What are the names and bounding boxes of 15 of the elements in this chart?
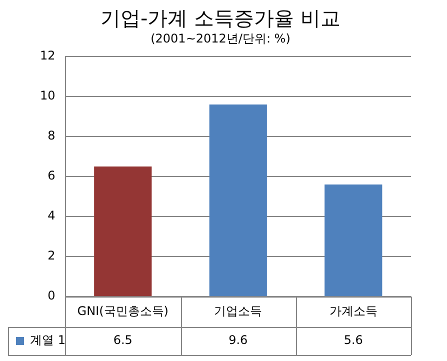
x-tick-label: GNI(국민총소득) xyxy=(77,304,168,318)
y-tick-label: 2 xyxy=(48,248,56,263)
bar xyxy=(94,166,152,296)
chart-subtitle: (2001~2012년/단위: %) xyxy=(150,31,290,46)
x-tick-label: 가계소득 xyxy=(329,304,378,318)
bar xyxy=(209,104,267,296)
y-tick-label: 8 xyxy=(48,128,56,143)
y-tick-label: 12 xyxy=(40,48,56,63)
y-tick-label: 6 xyxy=(48,168,56,183)
chart-title: 기업-가계 소득증가율 비교 xyxy=(100,6,340,30)
y-tick-label: 4 xyxy=(48,208,56,223)
bar xyxy=(324,184,382,296)
y-tick-label: 10 xyxy=(40,88,56,103)
y-tick-label: 0 xyxy=(48,288,56,303)
x-tick-label: 기업소득 xyxy=(214,304,262,318)
